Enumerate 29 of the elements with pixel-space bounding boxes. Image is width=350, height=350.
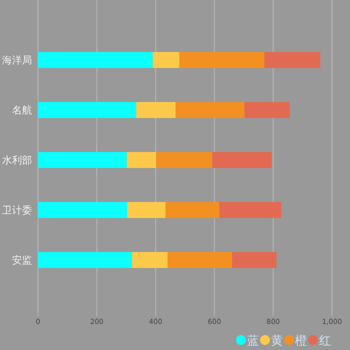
bar xyxy=(38,252,132,268)
bar xyxy=(38,152,127,168)
legend-label: 红 xyxy=(319,334,331,348)
legend-label: 黄 xyxy=(271,334,283,348)
bar xyxy=(168,252,232,268)
bar xyxy=(176,102,244,118)
bar xyxy=(232,252,276,268)
bar xyxy=(179,52,264,68)
bar xyxy=(132,252,168,268)
legend-label: 蓝 xyxy=(247,334,259,348)
y-tick-label: 名航 xyxy=(12,104,32,116)
bar xyxy=(156,152,212,168)
bar xyxy=(264,52,320,68)
legend-label: 橙 xyxy=(295,334,307,348)
bar xyxy=(166,202,220,218)
bar xyxy=(38,102,136,118)
bar xyxy=(38,52,153,68)
bar xyxy=(152,52,180,68)
y-tick-label: 卫计委 xyxy=(2,204,32,216)
y-tick-label: 水利部 xyxy=(2,154,32,166)
bar xyxy=(136,102,176,118)
bar xyxy=(126,152,156,168)
bar xyxy=(38,202,128,218)
bar xyxy=(127,202,166,218)
bar xyxy=(219,202,282,218)
bar xyxy=(212,152,272,168)
y-tick-label: 安监 xyxy=(12,254,32,266)
y-tick-label: 海洋局 xyxy=(2,54,32,66)
bar xyxy=(244,102,290,118)
